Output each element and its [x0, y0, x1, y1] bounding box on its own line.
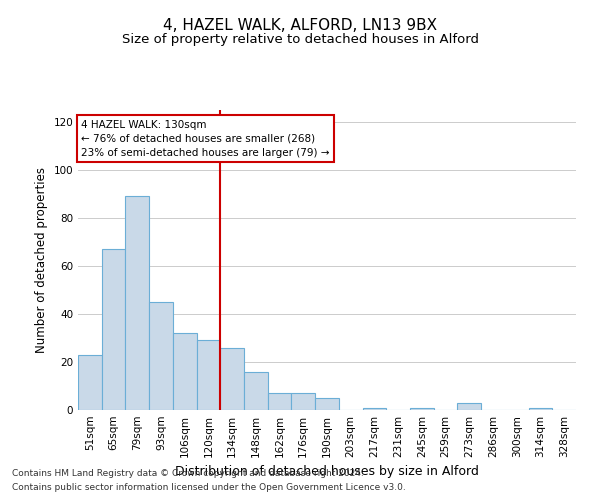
- Bar: [362, 408, 386, 410]
- Bar: [457, 403, 481, 410]
- Bar: [220, 348, 244, 410]
- Bar: [78, 355, 102, 410]
- Bar: [268, 393, 292, 410]
- Bar: [197, 340, 220, 410]
- Bar: [149, 302, 173, 410]
- Bar: [315, 398, 339, 410]
- Bar: [410, 408, 434, 410]
- Bar: [173, 333, 197, 410]
- Bar: [244, 372, 268, 410]
- Bar: [292, 393, 315, 410]
- X-axis label: Distribution of detached houses by size in Alford: Distribution of detached houses by size …: [175, 466, 479, 478]
- Text: 4, HAZEL WALK, ALFORD, LN13 9BX: 4, HAZEL WALK, ALFORD, LN13 9BX: [163, 18, 437, 32]
- Text: Contains HM Land Registry data © Crown copyright and database right 2024.: Contains HM Land Registry data © Crown c…: [12, 468, 364, 477]
- Text: Size of property relative to detached houses in Alford: Size of property relative to detached ho…: [121, 32, 479, 46]
- Bar: [102, 249, 125, 410]
- Text: 4 HAZEL WALK: 130sqm
← 76% of detached houses are smaller (268)
23% of semi-deta: 4 HAZEL WALK: 130sqm ← 76% of detached h…: [81, 120, 329, 158]
- Y-axis label: Number of detached properties: Number of detached properties: [35, 167, 48, 353]
- Text: Contains public sector information licensed under the Open Government Licence v3: Contains public sector information licen…: [12, 484, 406, 492]
- Bar: [125, 196, 149, 410]
- Bar: [529, 408, 552, 410]
